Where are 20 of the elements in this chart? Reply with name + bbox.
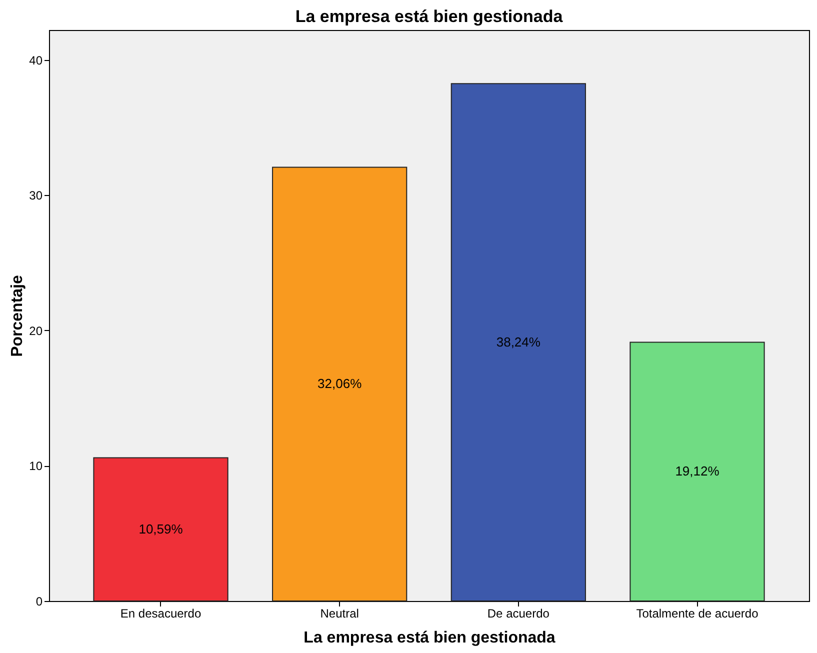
y-tick-label: 10 — [29, 459, 43, 474]
data-label: 10,59% — [138, 521, 184, 536]
x-axis-title: La empresa está bien gestionada — [304, 630, 556, 646]
bar — [93, 457, 228, 602]
x-tick-label: De acuerdo — [487, 606, 550, 620]
bar — [272, 166, 408, 602]
chart-title: La empresa está bien gestionada — [295, 7, 564, 26]
data-label: 32,06% — [318, 376, 362, 392]
x-tick-label: Totalmente de acuerdo — [636, 606, 759, 620]
y-tick-label: 30 — [29, 188, 43, 203]
y-axis-title: Porcentaje — [9, 274, 26, 357]
x-tick-label: En desacuerdo — [120, 606, 202, 620]
data-label: 19,12% — [675, 464, 720, 479]
y-tick-label: 40 — [29, 53, 43, 68]
y-tick-label: 20 — [29, 324, 43, 338]
bar — [630, 342, 765, 602]
x-tick-label: Neutral — [320, 606, 359, 620]
data-label: 38,24% — [496, 334, 541, 350]
y-tick-label: 0 — [36, 594, 43, 608]
bar — [450, 83, 586, 602]
